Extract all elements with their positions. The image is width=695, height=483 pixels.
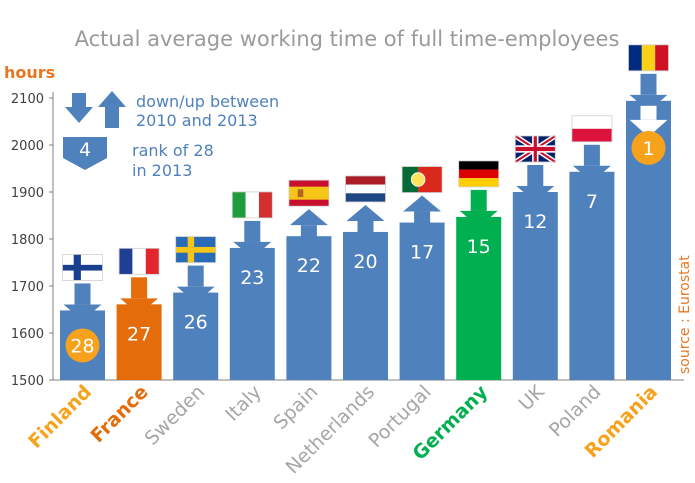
trend-down-arrowhead-icon (629, 119, 668, 137)
trend-down-arrow-icon (527, 165, 544, 186)
category-label-finland: Finland (24, 381, 96, 453)
y-tick-label: 1900 (11, 186, 44, 201)
trend-down-arrowhead-icon (63, 304, 102, 321)
y-tick-label: 1500 (11, 374, 44, 389)
bar-france (116, 304, 162, 380)
y-tick-label: 1700 (11, 280, 44, 295)
legend-rank-line2: in 2013 (132, 161, 192, 180)
rank-label-portugal: 17 (410, 242, 434, 264)
bar-group-uk: 12 UK (512, 133, 558, 416)
rank-label-spain: 22 (297, 255, 321, 277)
rank-label-netherlands: 20 (353, 251, 377, 273)
rank-circle (65, 328, 100, 363)
bar-group-italy: 23 Italy (221, 191, 275, 426)
rank-label-romania: 1 (642, 138, 654, 160)
y-tick-label: 2000 (11, 139, 44, 154)
netherlands-flag-icon (345, 175, 386, 203)
rank-label-sweden: 26 (184, 312, 208, 334)
trend-up-arrow-icon (357, 220, 374, 242)
legend-rank-line1: rank of 28 (132, 141, 214, 160)
legend-arrows-line2: 2010 and 2013 (136, 111, 258, 130)
germany-flag-icon (458, 160, 500, 188)
rank-label-poland: 7 (586, 191, 598, 213)
romania-flag-icon (628, 44, 669, 72)
rank-circle (631, 130, 666, 165)
trend-down-arrow-icon (74, 283, 91, 305)
rank-label-germany: 15 (467, 236, 491, 258)
bar-uk (512, 192, 558, 380)
trend-down-arrowhead-icon (233, 241, 272, 258)
legend-down-arrow-icon (65, 93, 93, 123)
trend-up-arrowhead-icon (403, 195, 442, 212)
bar-sweden (173, 292, 219, 380)
poland-flag-icon (571, 115, 613, 143)
bar-netherlands (343, 231, 388, 380)
rank-label-italy: 23 (240, 267, 264, 289)
trend-down-arrowhead-icon (516, 186, 555, 202)
rank-label-uk: 12 (523, 211, 547, 233)
trend-down-arrowhead-icon (120, 298, 159, 315)
bar-portugal (399, 222, 445, 380)
rank-label-france: 27 (127, 323, 151, 345)
y-tick-label: 1800 (11, 233, 44, 248)
trend-up-arrowhead-icon (346, 204, 385, 221)
trend-down-arrowhead-icon (629, 94, 668, 111)
finland-flag-icon (62, 254, 103, 281)
bar-germany (456, 216, 502, 380)
source-note: source : Eurostat (677, 255, 693, 374)
trend-down-arrowhead-icon (572, 165, 611, 182)
trend-down-arrowhead-icon (459, 210, 498, 227)
trend-down-arrow-icon (131, 277, 148, 299)
bar-group-spain: 22 Spain (269, 179, 332, 434)
legend-rank-box-icon: 4 (63, 137, 107, 170)
spain-flag-icon (288, 179, 330, 207)
y-axis-label: hours (4, 63, 55, 82)
category-label-italy: Italy (221, 381, 266, 426)
trend-down-arrow-icon (583, 144, 600, 166)
italy-flag-icon (231, 191, 273, 219)
trend-down-arrow-icon (640, 73, 657, 95)
y-tick-label: 1600 (11, 327, 44, 342)
legend-arrows-line1: down/up between (136, 92, 279, 111)
trend-down-arrow-icon (244, 220, 261, 242)
chart-title: Actual average working time of full time… (75, 27, 620, 51)
bar-spain (286, 236, 332, 380)
trend-down-arrow-icon (187, 265, 204, 287)
uk-flag-icon (513, 133, 557, 165)
category-label-spain: Spain (269, 381, 322, 434)
trend-down-arrowhead-icon (176, 286, 215, 303)
sweden-flag-icon (175, 236, 217, 263)
trend-up-arrow-icon (414, 211, 431, 233)
bar-italy (229, 247, 275, 380)
trend-up-arrowhead-icon (289, 209, 328, 226)
legend: down/up between 2010 and 2013 4 rank of … (63, 91, 279, 180)
y-tick-label: 2100 (11, 92, 44, 107)
trend-down-arrow-icon (640, 105, 657, 120)
rank-label-finland: 28 (70, 335, 94, 357)
bar-poland (569, 171, 615, 380)
category-label-sweden: Sweden (141, 381, 210, 450)
france-flag-icon (118, 247, 160, 275)
portugal-flag-icon (401, 166, 443, 193)
legend-rank-example: 4 (79, 139, 91, 161)
trend-up-arrow-icon (300, 225, 317, 247)
category-label-uk: UK (515, 381, 550, 416)
bars: 28Finland27France26Sweden23Italy22Spain2… (24, 44, 671, 478)
legend-up-arrow-icon (98, 91, 126, 128)
trend-down-arrow-icon (470, 189, 487, 211)
